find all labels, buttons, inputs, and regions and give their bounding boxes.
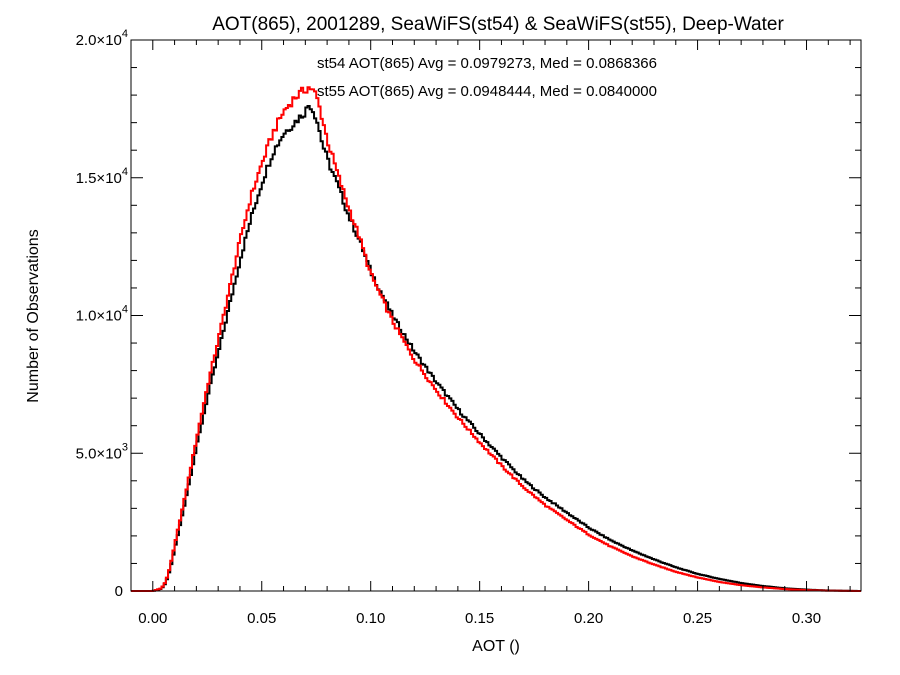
x-tick-label: 0.20 — [574, 610, 603, 627]
y-axis-label: Number of Observations — [25, 229, 42, 402]
x-tick-label: 0.30 — [792, 610, 821, 627]
st55-stats-annotation: st55 AOT(865) Avg = 0.0948444, Med = 0.0… — [317, 83, 657, 100]
x-tick-label: 0.15 — [465, 610, 494, 627]
y-tick-label: 1.0×104 — [76, 304, 128, 325]
x-tick-label: 0.25 — [683, 610, 712, 627]
x-axis-label: AOT () — [472, 638, 520, 655]
y-tick-label: 2.0×104 — [76, 28, 128, 49]
st54-stats-annotation: st54 AOT(865) Avg = 0.0979273, Med = 0.0… — [317, 55, 657, 72]
series-0-histogram — [131, 105, 861, 592]
y-tick-label: 1.5×104 — [76, 166, 128, 187]
y-tick-label: 5.0×103 — [76, 441, 128, 462]
chart-title: AOT(865), 2001289, SeaWiFS(st54) & SeaWi… — [212, 14, 784, 35]
series-1-histogram — [131, 86, 861, 592]
plot-frame — [130, 39, 862, 592]
x-tick-label: 0.00 — [138, 610, 167, 627]
series-layer — [131, 86, 861, 592]
x-tick-label: 0.05 — [247, 610, 276, 627]
y-tick-label: 0 — [115, 583, 123, 600]
axis-ticks: 0.00 0.05 0.10 0.15 0.20 0.25 0.30 0 5.0×103 1.0×… — [76, 28, 861, 627]
x-tick-label: 0.10 — [356, 610, 385, 627]
